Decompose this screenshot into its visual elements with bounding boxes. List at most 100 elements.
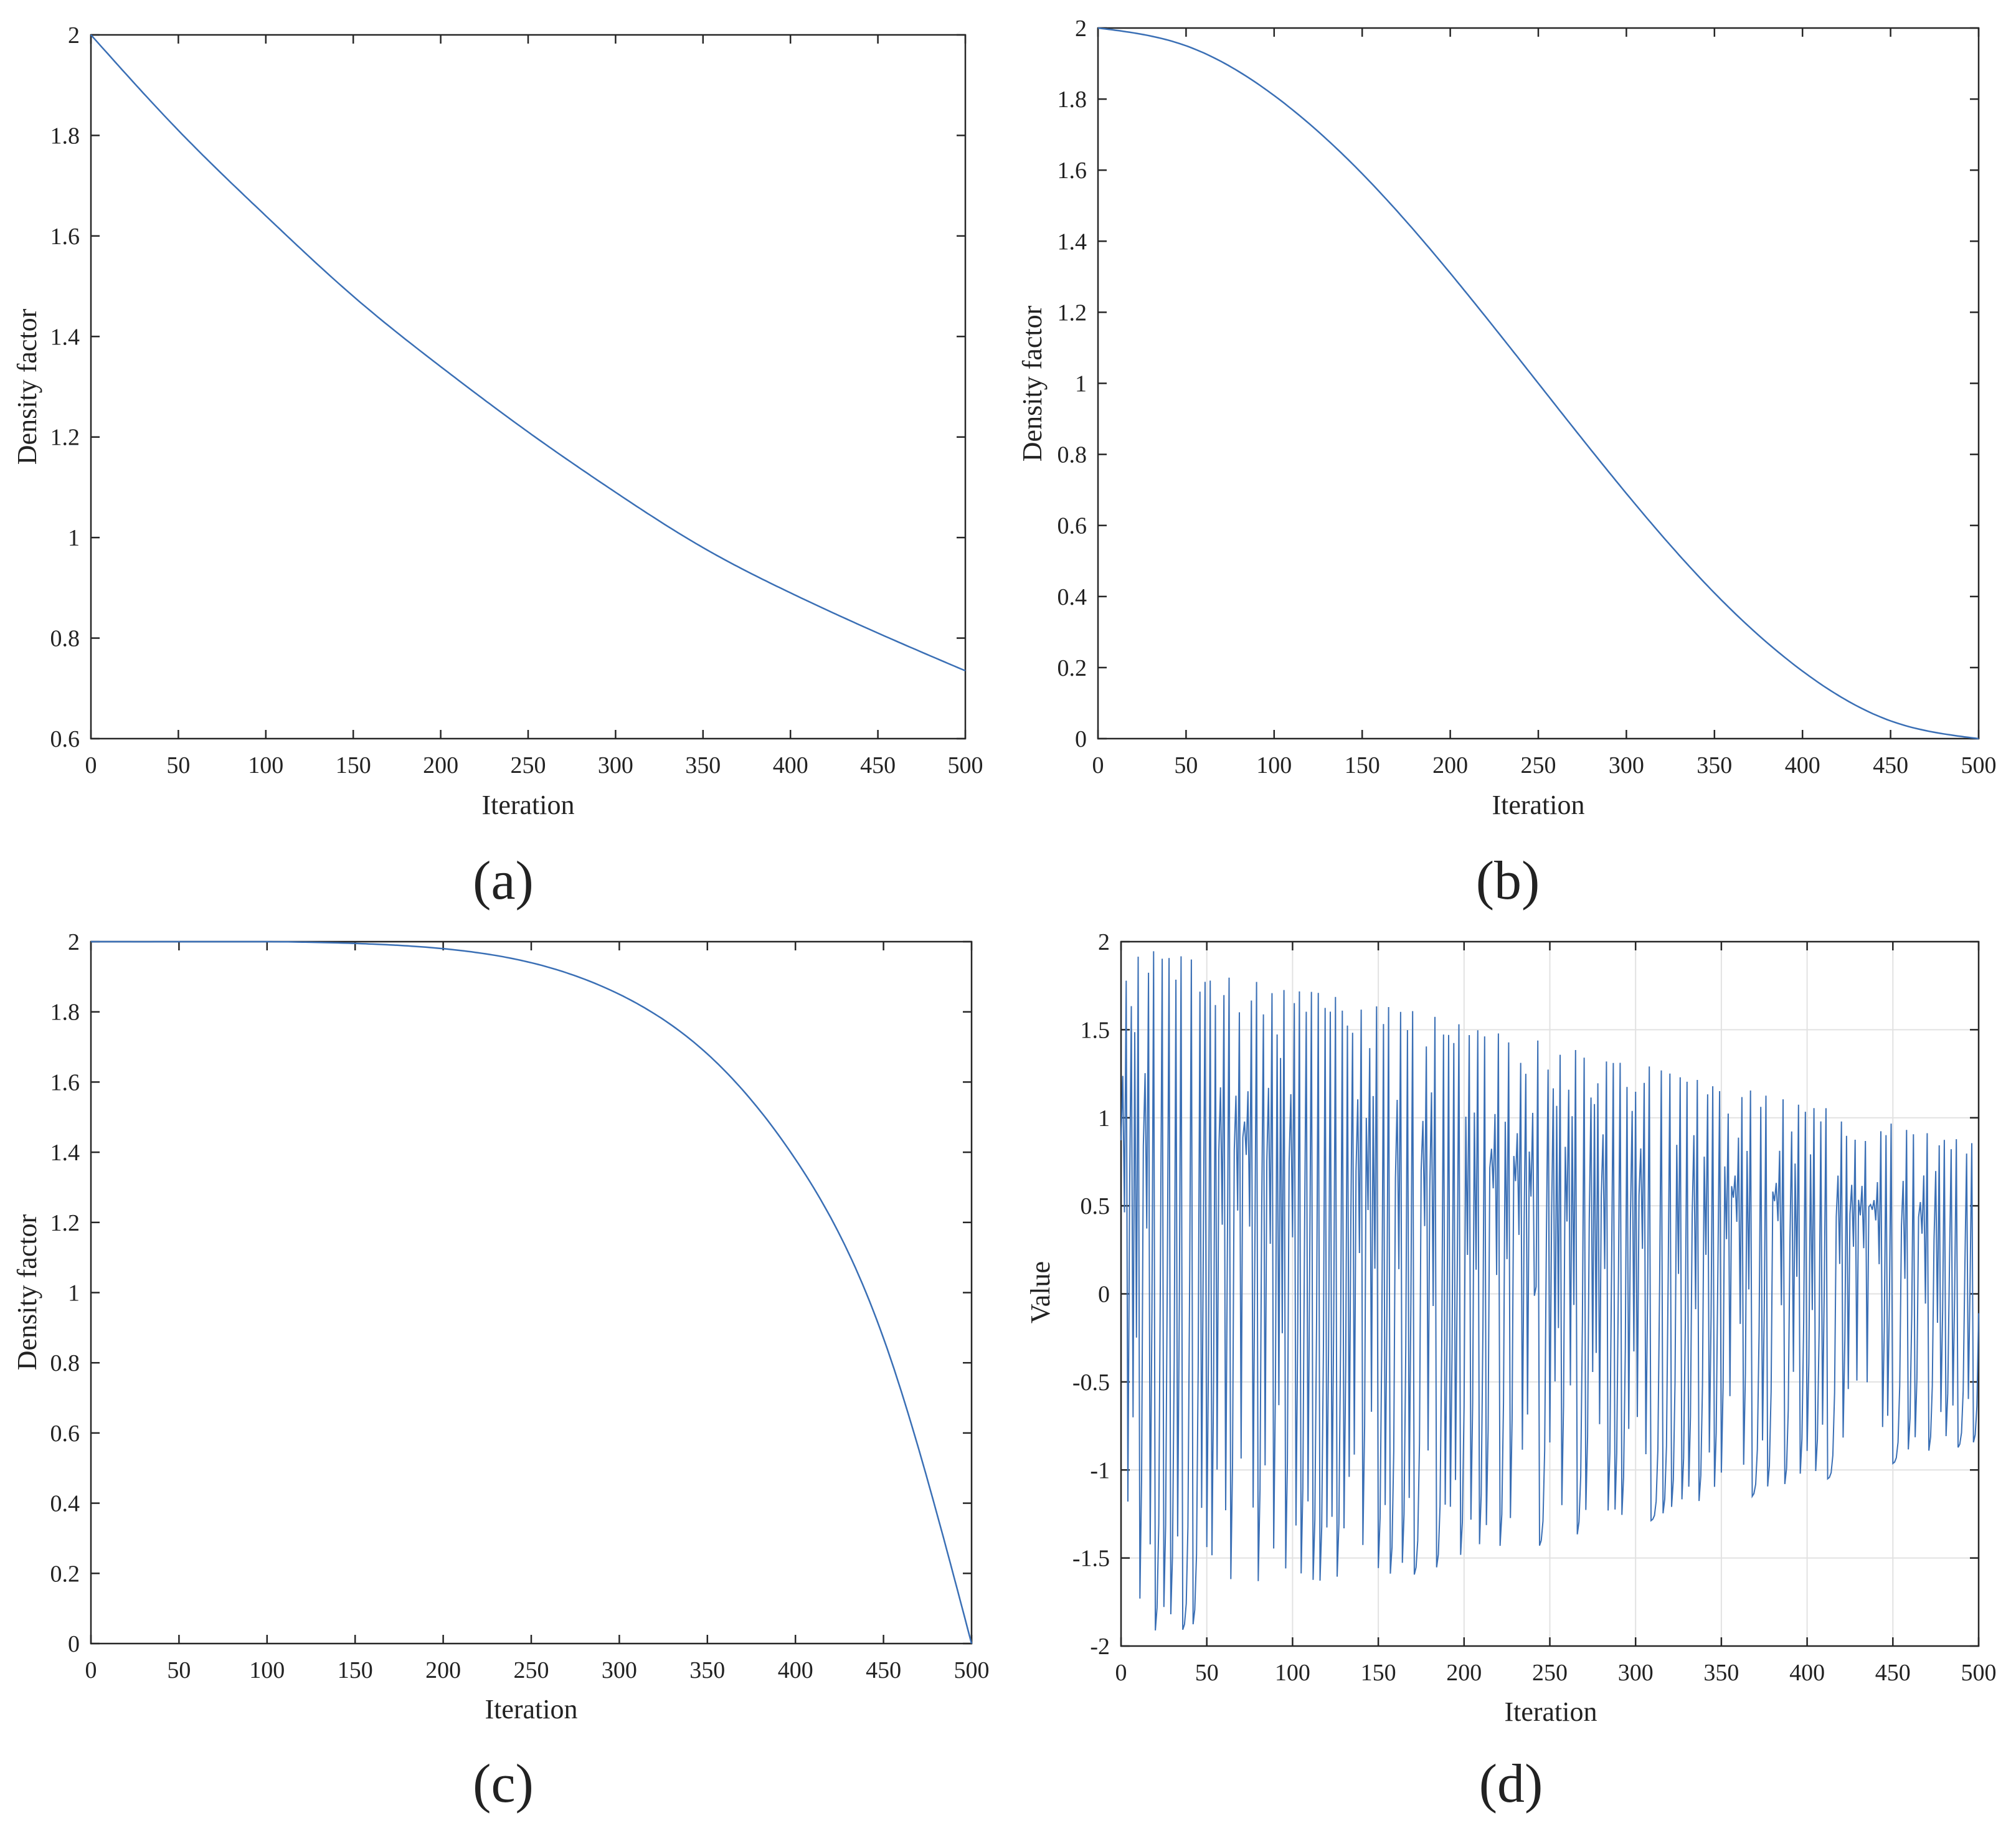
chart-b-ytick-label: 2 [1075, 16, 1087, 42]
chart-c-xtick-label: 150 [338, 1657, 373, 1683]
chart-a-xtick-label: 50 [166, 752, 190, 778]
chart-b-xlabel: Iteration [1492, 790, 1584, 820]
chart-a-xtick-label: 450 [860, 752, 896, 778]
chart-c-ytick-label: 0.4 [50, 1491, 80, 1517]
chart-c-xlabel: Iteration [485, 1694, 577, 1725]
chart-c-xtick-label: 50 [167, 1657, 191, 1683]
chart-a-ytick-label: 1.4 [50, 324, 80, 350]
chart-d-xtick-label: 400 [1789, 1660, 1825, 1686]
chart-c-xtick-label: 500 [954, 1657, 990, 1683]
chart-a-ytick-label: 1.6 [50, 224, 80, 250]
chart-b-xtick-label: 0 [1092, 752, 1104, 778]
chart-b-ticks: 0 50 100 150 200 250 300 350 400 450 500 0 0.2 0.4 0.6… [1058, 16, 1997, 778]
chart-c-series-line [91, 940, 973, 1644]
chart-d-xlabel: Iteration [1504, 1696, 1597, 1727]
chart-d-xtick-label: 100 [1275, 1660, 1310, 1686]
chart-d-ytick-label: -2 [1090, 1634, 1110, 1660]
chart-d-xtick-label: 150 [1361, 1660, 1396, 1686]
chart-a-ytick-label: 1 [68, 525, 80, 551]
chart-c-xtick-label: 400 [778, 1657, 813, 1683]
chart-a-axes-box [90, 34, 967, 740]
chart-c-ytick-label: 1 [68, 1280, 80, 1307]
chart-b-ytick-label: 1 [1075, 371, 1087, 397]
chart-c-xtick-label: 0 [85, 1657, 97, 1683]
chart-d-xtick-label: 200 [1446, 1660, 1482, 1686]
chart-b-ytick-label: 1.6 [1058, 158, 1087, 184]
chart-d-series-line [1120, 951, 1979, 1630]
chart-a-ytick-label: 0.6 [50, 726, 80, 752]
chart-a-ytick-label: 0.8 [50, 626, 80, 652]
chart-b-panel-label: (b) [1476, 851, 1540, 911]
chart-c-ytick-label: 2 [68, 929, 80, 955]
chart-d-xtick-label: 0 [1115, 1660, 1127, 1686]
chart-a-xtick-label: 400 [773, 752, 808, 778]
chart-d-xtick-label: 500 [1961, 1660, 1997, 1686]
chart-b-ylabel: Density factor [1017, 305, 1048, 461]
chart-b-ytick-label: 0.8 [1058, 442, 1087, 468]
chart-b-xtick-label: 250 [1521, 752, 1556, 778]
chart-d-xtick-label: 350 [1703, 1660, 1739, 1686]
chart-d: 0 50 100 150 200 250 300 350 400 450 500 -2 -1.5 -1 -0… [1025, 929, 1997, 1814]
chart-c-axes-box [90, 940, 973, 1645]
chart-a-ylabel: Density factor [12, 308, 42, 465]
chart-c-xtick-label: 350 [689, 1657, 725, 1683]
chart-d-ytick-label: 2 [1098, 929, 1110, 955]
chart-a-xtick-label: 250 [511, 752, 546, 778]
chart-b-xtick-label: 200 [1432, 752, 1468, 778]
chart-d-ytick-label: -0.5 [1072, 1370, 1110, 1396]
chart-b-xtick-label: 150 [1345, 752, 1380, 778]
chart-d-xtick-label: 250 [1532, 1660, 1568, 1686]
chart-b-ytick-label: 0.4 [1058, 584, 1087, 610]
chart-a-xtick-label: 150 [336, 752, 371, 778]
chart-c-ytick-label: 0.2 [50, 1561, 80, 1587]
chart-c-xtick-label: 200 [425, 1657, 461, 1683]
chart-a-ytick-label: 2 [68, 22, 80, 49]
chart-b-ytick-label: 1.4 [1058, 229, 1087, 255]
chart-b-xtick-label: 50 [1174, 752, 1198, 778]
chart-b-xtick-label: 450 [1873, 752, 1908, 778]
chart-b-series-line [1097, 27, 1979, 740]
chart-d-ytick-label: 0 [1098, 1282, 1110, 1308]
chart-a-ytick-label: 1.2 [50, 425, 80, 451]
chart-b: 0 50 100 150 200 250 300 350 400 450 500 0 0.2 0.4 0.6… [1017, 16, 1997, 911]
chart-c-xtick-label: 250 [514, 1657, 549, 1683]
chart-c-panel-label: (c) [473, 1754, 534, 1814]
chart-d-ytick-label: -1.5 [1072, 1546, 1110, 1572]
chart-a-series-line [90, 34, 966, 672]
chart-c-ytick-label: 0 [68, 1631, 80, 1657]
chart-b-xtick-label: 100 [1256, 752, 1292, 778]
chart-b-ytick-label: 1.2 [1058, 300, 1087, 326]
chart-c-ytick-label: 1.4 [50, 1140, 80, 1166]
chart-b-ytick-label: 0 [1075, 726, 1087, 752]
chart-c-ytick-label: 1.2 [50, 1210, 80, 1236]
chart-a-xtick-label: 200 [423, 752, 458, 778]
chart-a-xtick-label: 300 [598, 752, 633, 778]
chart-c-ytick-label: 0.6 [50, 1421, 80, 1447]
chart-c-ylabel: Density factor [12, 1214, 42, 1370]
chart-d-ytick-label: -1 [1090, 1457, 1110, 1483]
chart-b-xtick-label: 400 [1785, 752, 1820, 778]
chart-a-xlabel: Iteration [481, 790, 574, 820]
chart-d-xtick-label: 300 [1618, 1660, 1654, 1686]
chart-a-xtick-label: 0 [85, 752, 97, 778]
chart-a-ytick-label: 1.8 [50, 123, 80, 149]
chart-d-ticks: 0 50 100 150 200 250 300 350 400 450 500 -2 -1.5 -1 -0… [1072, 929, 1997, 1686]
chart-b-ytick-label: 0.6 [1058, 513, 1087, 539]
chart-b-xtick-label: 500 [1961, 752, 1997, 778]
chart-b-xtick-label: 350 [1697, 752, 1732, 778]
chart-d-ytick-label: 1.5 [1081, 1017, 1110, 1043]
chart-d-ytick-label: 1 [1098, 1105, 1110, 1132]
chart-c-xtick-label: 100 [249, 1657, 285, 1683]
chart-b-xtick-label: 300 [1609, 752, 1644, 778]
chart-a-ticks: 0 50 100 150 200 250 300 350 400 450 500 0.6 0.8 1 1.2… [50, 22, 983, 778]
chart-a-xtick-label: 500 [948, 752, 983, 778]
chart-a-xtick-label: 350 [685, 752, 721, 778]
chart-c: 0 50 100 150 200 250 300 350 400 450 500 0 0.2 0.4 0.6… [12, 929, 990, 1814]
chart-d-xtick-label: 450 [1875, 1660, 1911, 1686]
chart-c-xtick-label: 300 [602, 1657, 637, 1683]
chart-a: 0 50 100 150 200 250 300 350 400 450 500 0.6 0.8 1 1.2… [12, 22, 983, 911]
chart-a-xtick-label: 100 [248, 752, 283, 778]
chart-c-ytick-label: 1.6 [50, 1069, 80, 1095]
chart-c-xtick-label: 450 [866, 1657, 901, 1683]
